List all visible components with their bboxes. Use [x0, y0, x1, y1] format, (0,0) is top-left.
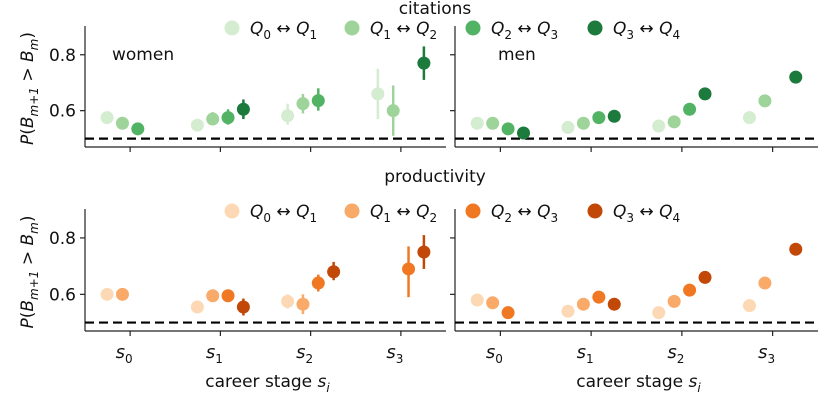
legend-label-1-1: Q1 ↔ Q2​	[370, 202, 437, 225]
data-point-0-0-3-1	[236, 102, 250, 116]
data-point-1-1-1-2	[667, 294, 681, 308]
x-tick-label-s_1: s1​	[577, 342, 594, 366]
legend-label-1-3: Q3 ↔ Q4​	[613, 202, 680, 225]
legend-label-0-3: Q3 ↔ Q4​	[613, 19, 680, 42]
data-point-0-1-0-0	[470, 116, 484, 130]
legend-marker-0-0	[224, 20, 240, 36]
data-point-0-0-1-3	[386, 104, 400, 118]
data-point-1-1-1-1	[576, 297, 590, 311]
x-tick-label-s_1: s1​	[206, 342, 223, 366]
data-point-1-1-3-1	[607, 297, 621, 311]
data-point-0-1-2-2	[683, 102, 697, 116]
data-point-0-1-3-0	[517, 126, 531, 140]
data-point-0-0-0-0	[100, 111, 114, 125]
data-point-1-1-3-3	[789, 242, 803, 256]
data-point-0-1-0-1	[561, 120, 575, 134]
legend-label-0-1: Q1 ↔ Q2​	[370, 19, 437, 42]
legend-marker-0-1	[344, 20, 360, 36]
data-point-1-0-1-0	[115, 287, 129, 301]
legend-marker-0-2	[465, 20, 481, 36]
x-tick-label-s_3: s3​	[758, 342, 775, 366]
data-point-0-1-0-3	[742, 111, 756, 125]
y-tick-label-1: 0.6	[49, 285, 76, 305]
x-tick-label-s_0: s0​	[486, 342, 503, 366]
x-tick-label-s_3: s3​	[386, 342, 403, 366]
data-point-0-1-3-2	[698, 87, 712, 101]
data-point-1-0-1-2	[296, 297, 310, 311]
data-point-0-1-1-2	[667, 115, 681, 129]
data-point-0-0-2-1	[221, 111, 235, 125]
data-point-0-0-0-1	[190, 118, 204, 132]
legend-label-1-0: Q0 ↔ Q1​	[250, 202, 317, 225]
data-point-1-0-3-3	[417, 245, 431, 259]
row-title-productivity: productivity	[384, 167, 486, 187]
data-point-1-0-2-1	[221, 289, 235, 303]
data-point-0-0-1-0	[115, 116, 129, 130]
data-point-0-1-0-2	[652, 119, 666, 133]
legend-label-0-0: Q0 ↔ Q1​	[250, 19, 317, 42]
data-point-0-1-1-3	[758, 94, 772, 108]
data-point-0-1-1-0	[486, 116, 500, 130]
data-point-0-0-1-1	[206, 112, 220, 126]
y-tick-label-1: 0.8	[49, 229, 76, 249]
x-tick-label-s_2: s2​	[296, 342, 313, 366]
legend-marker-1-1	[344, 203, 360, 219]
data-point-1-1-0-3	[742, 299, 756, 313]
x-axis-label-0: career stage si​	[205, 372, 330, 395]
data-point-1-1-3-2	[698, 270, 712, 284]
legend-label-1-2: Q2 ↔ Q3​	[491, 202, 558, 225]
y-tick-label-0: 0.8	[49, 46, 76, 66]
data-point-0-0-2-2	[311, 94, 325, 108]
legend-marker-1-3	[587, 203, 603, 219]
legend-label-0-2: Q2 ↔ Q3​	[491, 19, 558, 42]
data-point-0-0-0-3	[371, 87, 385, 101]
x-tick-label-s_2: s2​	[667, 342, 684, 366]
data-point-0-0-2-0	[131, 122, 145, 136]
data-point-1-0-3-1	[236, 300, 250, 314]
panel-label-men: men	[498, 45, 536, 65]
data-point-0-0-0-2	[281, 109, 295, 123]
data-point-0-0-1-2	[296, 97, 310, 111]
data-point-0-1-1-1	[576, 116, 590, 130]
data-point-1-0-2-2	[311, 276, 325, 290]
data-point-0-1-3-1	[607, 109, 621, 123]
data-point-0-1-2-1	[592, 111, 606, 125]
data-point-1-0-1-1	[206, 289, 220, 303]
x-tick-label-s_0: s0​	[116, 342, 133, 366]
data-point-1-1-2-1	[592, 290, 606, 304]
legend-marker-0-3	[587, 20, 603, 36]
legend-marker-1-2	[465, 203, 481, 219]
data-point-1-0-0-1	[190, 300, 204, 314]
x-axis-label-1: career stage si​	[576, 372, 701, 395]
panel-label-women: women	[112, 45, 174, 65]
data-point-1-1-2-0	[501, 306, 515, 320]
data-point-1-1-0-2	[652, 306, 666, 320]
data-point-1-0-2-3	[402, 262, 416, 276]
data-point-0-1-3-3	[789, 70, 803, 84]
y-axis-label-0: P(Bm+1 > Bm)	[18, 32, 41, 145]
row-title-citations: citations	[399, 0, 472, 19]
data-point-1-1-1-3	[758, 276, 772, 290]
data-point-1-1-0-1	[561, 304, 575, 318]
data-point-1-1-2-2	[683, 283, 697, 297]
data-point-0-0-3-3	[417, 56, 431, 70]
data-point-1-1-0-0	[470, 293, 484, 307]
data-point-1-0-3-2	[327, 265, 341, 279]
data-point-0-1-2-0	[501, 122, 515, 136]
data-point-1-1-1-0	[486, 296, 500, 310]
y-axis-label-1: P(Bm+1 > Bm)	[18, 215, 41, 328]
data-point-1-0-0-2	[281, 294, 295, 308]
y-tick-label-0: 0.6	[49, 102, 76, 122]
legend-marker-1-0	[224, 203, 240, 219]
data-point-1-0-0-0	[100, 287, 114, 301]
